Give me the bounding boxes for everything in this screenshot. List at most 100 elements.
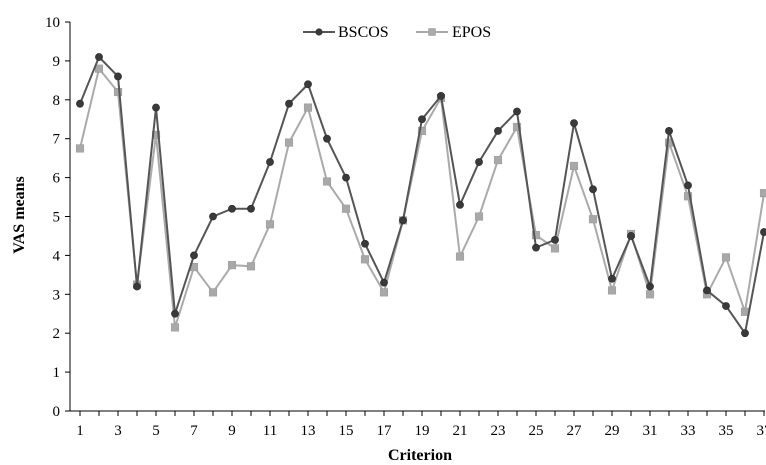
y-tick-label: 4 xyxy=(53,248,61,264)
point-epos xyxy=(113,87,123,97)
point-bscos xyxy=(684,181,692,190)
point-bscos xyxy=(589,185,597,194)
point-epos xyxy=(170,323,180,332)
point-epos xyxy=(265,220,275,229)
point-epos xyxy=(75,144,85,153)
point-bscos xyxy=(171,309,179,318)
point-bscos xyxy=(494,127,502,135)
x-tick-label: 13 xyxy=(301,423,316,439)
point-bscos xyxy=(399,216,407,225)
point-bscos xyxy=(323,134,331,143)
point-bscos xyxy=(114,72,122,81)
y-tick-label: 6 xyxy=(53,171,61,187)
point-epos xyxy=(721,253,731,262)
point-bscos xyxy=(551,235,559,244)
y-tick-label: 5 xyxy=(53,210,61,226)
x-axis-title: Criterion xyxy=(388,447,452,464)
point-bscos xyxy=(456,200,464,209)
point-bscos xyxy=(475,158,483,166)
y-tick-label: 9 xyxy=(53,54,61,70)
point-epos xyxy=(645,290,655,299)
point-epos xyxy=(322,177,332,186)
x-tick-label: 21 xyxy=(453,423,468,439)
y-axis-title: VAS means xyxy=(11,176,28,254)
point-bscos xyxy=(741,329,749,338)
x-tick-label: 23 xyxy=(491,423,506,439)
y-tick-label: 10 xyxy=(45,15,60,31)
point-epos xyxy=(360,255,370,264)
point-bscos xyxy=(266,158,274,166)
point-bscos xyxy=(133,282,141,291)
point-bscos xyxy=(608,274,616,283)
x-tick-label: 31 xyxy=(643,423,658,439)
point-bscos xyxy=(703,286,711,295)
point-bscos xyxy=(228,204,236,213)
point-bscos xyxy=(760,228,766,236)
point-epos xyxy=(474,212,484,221)
point-epos xyxy=(683,192,693,201)
legend-item-epos: EPOS xyxy=(416,24,491,41)
x-tick-label: 5 xyxy=(152,423,160,439)
series-epos xyxy=(75,64,766,332)
y-tick-label: 2 xyxy=(53,326,61,342)
x-tick-label: 37 xyxy=(757,423,766,439)
point-epos xyxy=(569,161,579,170)
x-tick-label: 27 xyxy=(567,423,583,439)
point-bscos xyxy=(646,282,654,291)
y-tick-label: 7 xyxy=(53,132,61,148)
point-epos xyxy=(550,244,560,253)
point-epos xyxy=(284,138,294,147)
point-bscos xyxy=(570,119,578,128)
point-bscos xyxy=(76,99,84,108)
point-epos xyxy=(341,204,351,213)
point-bscos xyxy=(513,107,521,116)
x-tick-label: 15 xyxy=(339,423,354,439)
x-tick-label: 11 xyxy=(263,423,277,439)
point-bscos xyxy=(380,278,388,287)
point-epos xyxy=(417,126,427,135)
x-tick-label: 1 xyxy=(76,423,84,439)
point-bscos xyxy=(342,173,350,182)
series-layer xyxy=(75,53,766,338)
y-tick-label: 3 xyxy=(53,287,61,303)
point-bscos xyxy=(190,251,198,260)
x-tick-label: 35 xyxy=(719,423,734,439)
y-tick-label: 8 xyxy=(53,93,61,109)
point-bscos xyxy=(532,243,540,252)
point-epos xyxy=(607,286,617,295)
point-epos xyxy=(588,215,598,224)
y-tick-label: 1 xyxy=(53,365,61,381)
legend-item-bscos: BSCOS xyxy=(303,24,389,41)
point-bscos xyxy=(152,103,160,112)
point-epos xyxy=(512,122,522,132)
x-tick-label: 25 xyxy=(529,423,544,439)
series-line-bscos xyxy=(79,55,765,336)
point-epos xyxy=(759,189,766,198)
x-tick-label: 9 xyxy=(228,423,236,439)
legend-marker-bscos xyxy=(315,28,323,36)
point-bscos xyxy=(665,127,673,135)
point-bscos xyxy=(304,80,312,89)
point-bscos xyxy=(722,302,730,310)
point-bscos xyxy=(418,115,426,124)
point-epos xyxy=(303,103,313,112)
y-tick-label: 0 xyxy=(53,404,61,420)
series-bscos xyxy=(76,53,766,338)
legend-label-bscos: BSCOS xyxy=(338,24,389,41)
point-bscos xyxy=(285,99,293,108)
point-epos xyxy=(379,288,389,297)
point-bscos xyxy=(247,204,255,213)
x-tick-label: 3 xyxy=(114,423,122,439)
point-epos xyxy=(493,156,503,165)
point-epos xyxy=(455,252,465,261)
x-tick-label: 19 xyxy=(415,423,430,439)
legend-marker-epos xyxy=(428,28,436,36)
x-tick-label: 7 xyxy=(190,423,198,439)
x-tick-label: 29 xyxy=(605,423,620,439)
x-tick-label: 17 xyxy=(377,423,393,439)
point-epos xyxy=(246,262,256,271)
point-bscos xyxy=(627,232,635,240)
legend-label-epos: EPOS xyxy=(452,24,491,41)
